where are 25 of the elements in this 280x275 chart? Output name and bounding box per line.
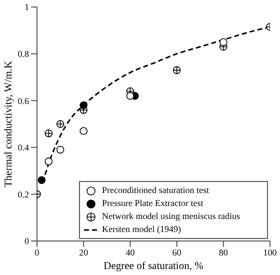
x-axis-title: Degree of saturation, % <box>104 261 204 272</box>
legend-label: Pressure Plate Extractor test <box>102 197 204 210</box>
legend-label: Preconditioned saturation test <box>102 184 209 197</box>
point <box>38 176 46 184</box>
y-tick-label: 0 <box>24 236 30 246</box>
x-tick-label: 60 <box>172 247 182 258</box>
x-tick-label: 20 <box>79 247 89 258</box>
y-tick-label: 0.8 <box>18 48 30 59</box>
point <box>126 92 134 100</box>
y-axis-title: Thermal conductivity, W/m.K <box>4 60 15 188</box>
x-tick-label: 40 <box>126 247 136 258</box>
legend-label: Network model using meniscus radius <box>102 210 240 223</box>
point <box>44 158 53 166</box>
y-tick-label: 1 <box>24 2 29 12</box>
x-tick-label: 80 <box>218 247 228 258</box>
point <box>80 127 88 135</box>
point <box>220 38 228 46</box>
legend-label: Kersten model (1949) <box>102 223 181 236</box>
y-tick-label: 0.6 <box>18 96 30 106</box>
x-tick-label: 0 <box>34 247 40 258</box>
y-tick-label: 0.2 <box>18 189 29 200</box>
y-tick-label: 0.4 <box>18 142 30 153</box>
x-tick-label: 100 <box>263 247 278 258</box>
point <box>56 146 64 154</box>
point <box>80 101 88 110</box>
